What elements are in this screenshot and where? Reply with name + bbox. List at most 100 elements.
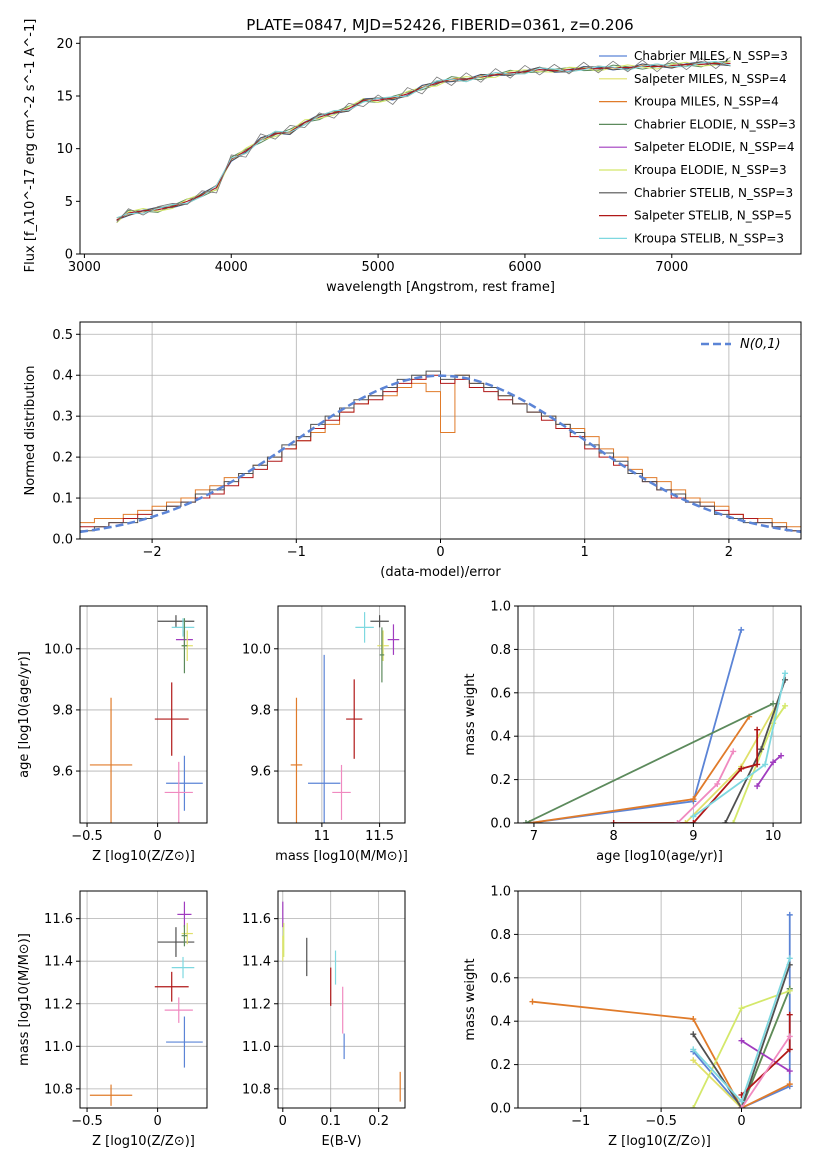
x-tick-label: 0.2 [368,1114,389,1129]
weight-marker-9 [786,955,793,962]
x-axis-label: E(B-V) [321,1134,361,1149]
y-tick-label: 0.4 [490,1015,511,1030]
weight-line-10 [740,1035,791,1108]
weight-marker-4 [770,700,777,707]
y-tick-label: 11.4 [44,955,73,970]
weight-line-8 [740,1014,791,1096]
plot-area-mass-weight-vs-age [518,606,801,823]
x-tick-label: 0.1 [320,1114,341,1129]
y-tick-label: 10.0 [242,642,271,657]
y-axis-label: Flux [f_λ10^-17 erg cm^-2 s^-1 A^-1] [23,19,38,273]
plot-area-mass-weight-vs-Z [518,891,801,1108]
axes-frame [277,890,406,1109]
legend-label-8: Salpeter STELIB, N_SSP=5 [634,209,792,223]
legend-label-1: Chabrier MILES, N_SSP=3 [634,49,788,63]
weight-marker-8 [754,726,761,733]
axes-frame [517,890,802,1109]
y-tick-label: 11.0 [242,1040,271,1055]
y-tick-label: 0.5 [52,328,73,343]
x-tick-label: 0 [153,1114,161,1129]
legend: Chabrier MILES, N_SSP=3 Salpeter MILES, N… [599,49,796,245]
x-tick-label: 3000 [68,260,101,275]
y-tick-label: 9.6 [250,765,271,780]
weight-marker-7 [722,820,729,823]
y-axis-label: Normed distribution [23,366,38,496]
x-tick-label: −1 [571,1114,590,1129]
weight-line-1 [692,914,791,1108]
weight-marker-6 [782,702,789,709]
weight-marker-4 [522,820,529,823]
weight-marker-8 [690,820,697,823]
figure-title: PLATE=0847, MJD=52426, FIBERID=0361, z=0… [246,16,633,34]
weight-marker-6 [738,1005,745,1012]
weight-marker-8 [786,1011,793,1018]
weight-marker-6 [730,820,737,823]
y-tick-label: 10.8 [44,1082,73,1097]
panel-mass-weight-vs-Z: −1 −0.5 0 0.0 0.2 0.4 0.6 0.8 1.0 Z [log10(Z/Z⊙)]… [463,885,802,1149]
x-tick-label: −0.5 [71,1114,103,1129]
y-tick-label: 11.2 [44,997,73,1012]
y-tick-label: 0.2 [490,1058,511,1073]
weight-line-7 [692,964,791,1108]
weight-marker-7 [758,746,765,753]
x-tick-label: 0 [279,1114,287,1129]
legend: N(0,1) [701,337,781,352]
x-tick-label: 8 [610,829,618,844]
weight-marker-3 [786,1081,793,1088]
x-axis-label: mass [log10(M/M⊙)] [275,849,408,864]
y-tick-label: 0.4 [52,369,73,384]
weight-marker-10 [738,1105,745,1108]
x-tick-label: 9 [689,829,697,844]
histogram-step-2 [80,374,801,532]
axes-frame [517,605,802,824]
weight-marker-9 [782,670,789,677]
x-tick-label: 0 [737,1114,745,1129]
weight-marker-9 [738,1098,745,1105]
weight-marker-10 [674,820,681,823]
y-tick-label: 11.4 [242,955,271,970]
legend-label-6: Kroupa ELODIE, N_SSP=3 [634,163,787,177]
x-axis-label: Z [log10(Z/Z⊙)] [92,1134,195,1149]
plot-area-mass-vs-ebv [278,891,405,1108]
y-tick-label: 0.0 [490,1102,511,1117]
x-tick-label: −1 [287,545,306,560]
weight-line-2 [684,703,778,823]
x-tick-label: 4000 [215,260,248,275]
y-tick-label: 11.2 [242,997,271,1012]
weight-marker-9 [690,1046,697,1053]
y-tick-label: 1.0 [490,600,511,615]
weight-marker-8 [786,1046,793,1053]
weight-marker-6 [786,987,793,994]
y-tick-label: 0.2 [52,451,73,466]
weight-marker-2 [690,1057,697,1064]
legend-label-normal: N(0,1) [740,337,781,352]
y-tick-label: 0.2 [490,773,511,788]
x-axis-label: age [log10(age/yr)] [596,849,723,864]
plot-area-age-vs-mass [278,606,405,823]
weight-marker-3 [690,1016,697,1023]
legend-label-3: Kroupa MILES, N_SSP=4 [634,95,779,109]
y-tick-label: 9.6 [52,765,73,780]
weight-marker-7 [690,1031,697,1038]
x-axis-label: wavelength [Angstrom, rest frame] [326,280,555,295]
y-axis-label: mass weight [463,958,478,1040]
weight-line-3 [532,1000,791,1108]
axes-frame [79,605,208,824]
y-tick-label: 9.8 [250,703,271,718]
weight-marker-8 [738,765,745,772]
y-tick-label: 9.8 [52,703,73,718]
axes-frame [79,36,802,255]
x-tick-label: −0.5 [645,1114,677,1129]
panel-age-vs-Z: −0.5 0 9.6 9.8 10.0 Z [log10(Z/Z⊙)] age [log10… [17,605,208,864]
y-axis-label: mass [log10(M/M⊙)] [17,933,32,1066]
weight-marker-9 [690,813,697,820]
x-axis-label: (data-model)/error [380,565,501,580]
weight-line-3 [529,716,750,823]
plot-area-spectrum [116,56,731,224]
weight-marker-10 [730,748,737,755]
legend-label-9: Kroupa STELIB, N_SSP=3 [634,231,784,245]
y-tick-label: 11.6 [242,912,271,927]
y-tick-label: 0.0 [52,533,73,548]
weight-marker-2 [682,820,689,823]
y-tick-label: 5 [65,195,73,210]
